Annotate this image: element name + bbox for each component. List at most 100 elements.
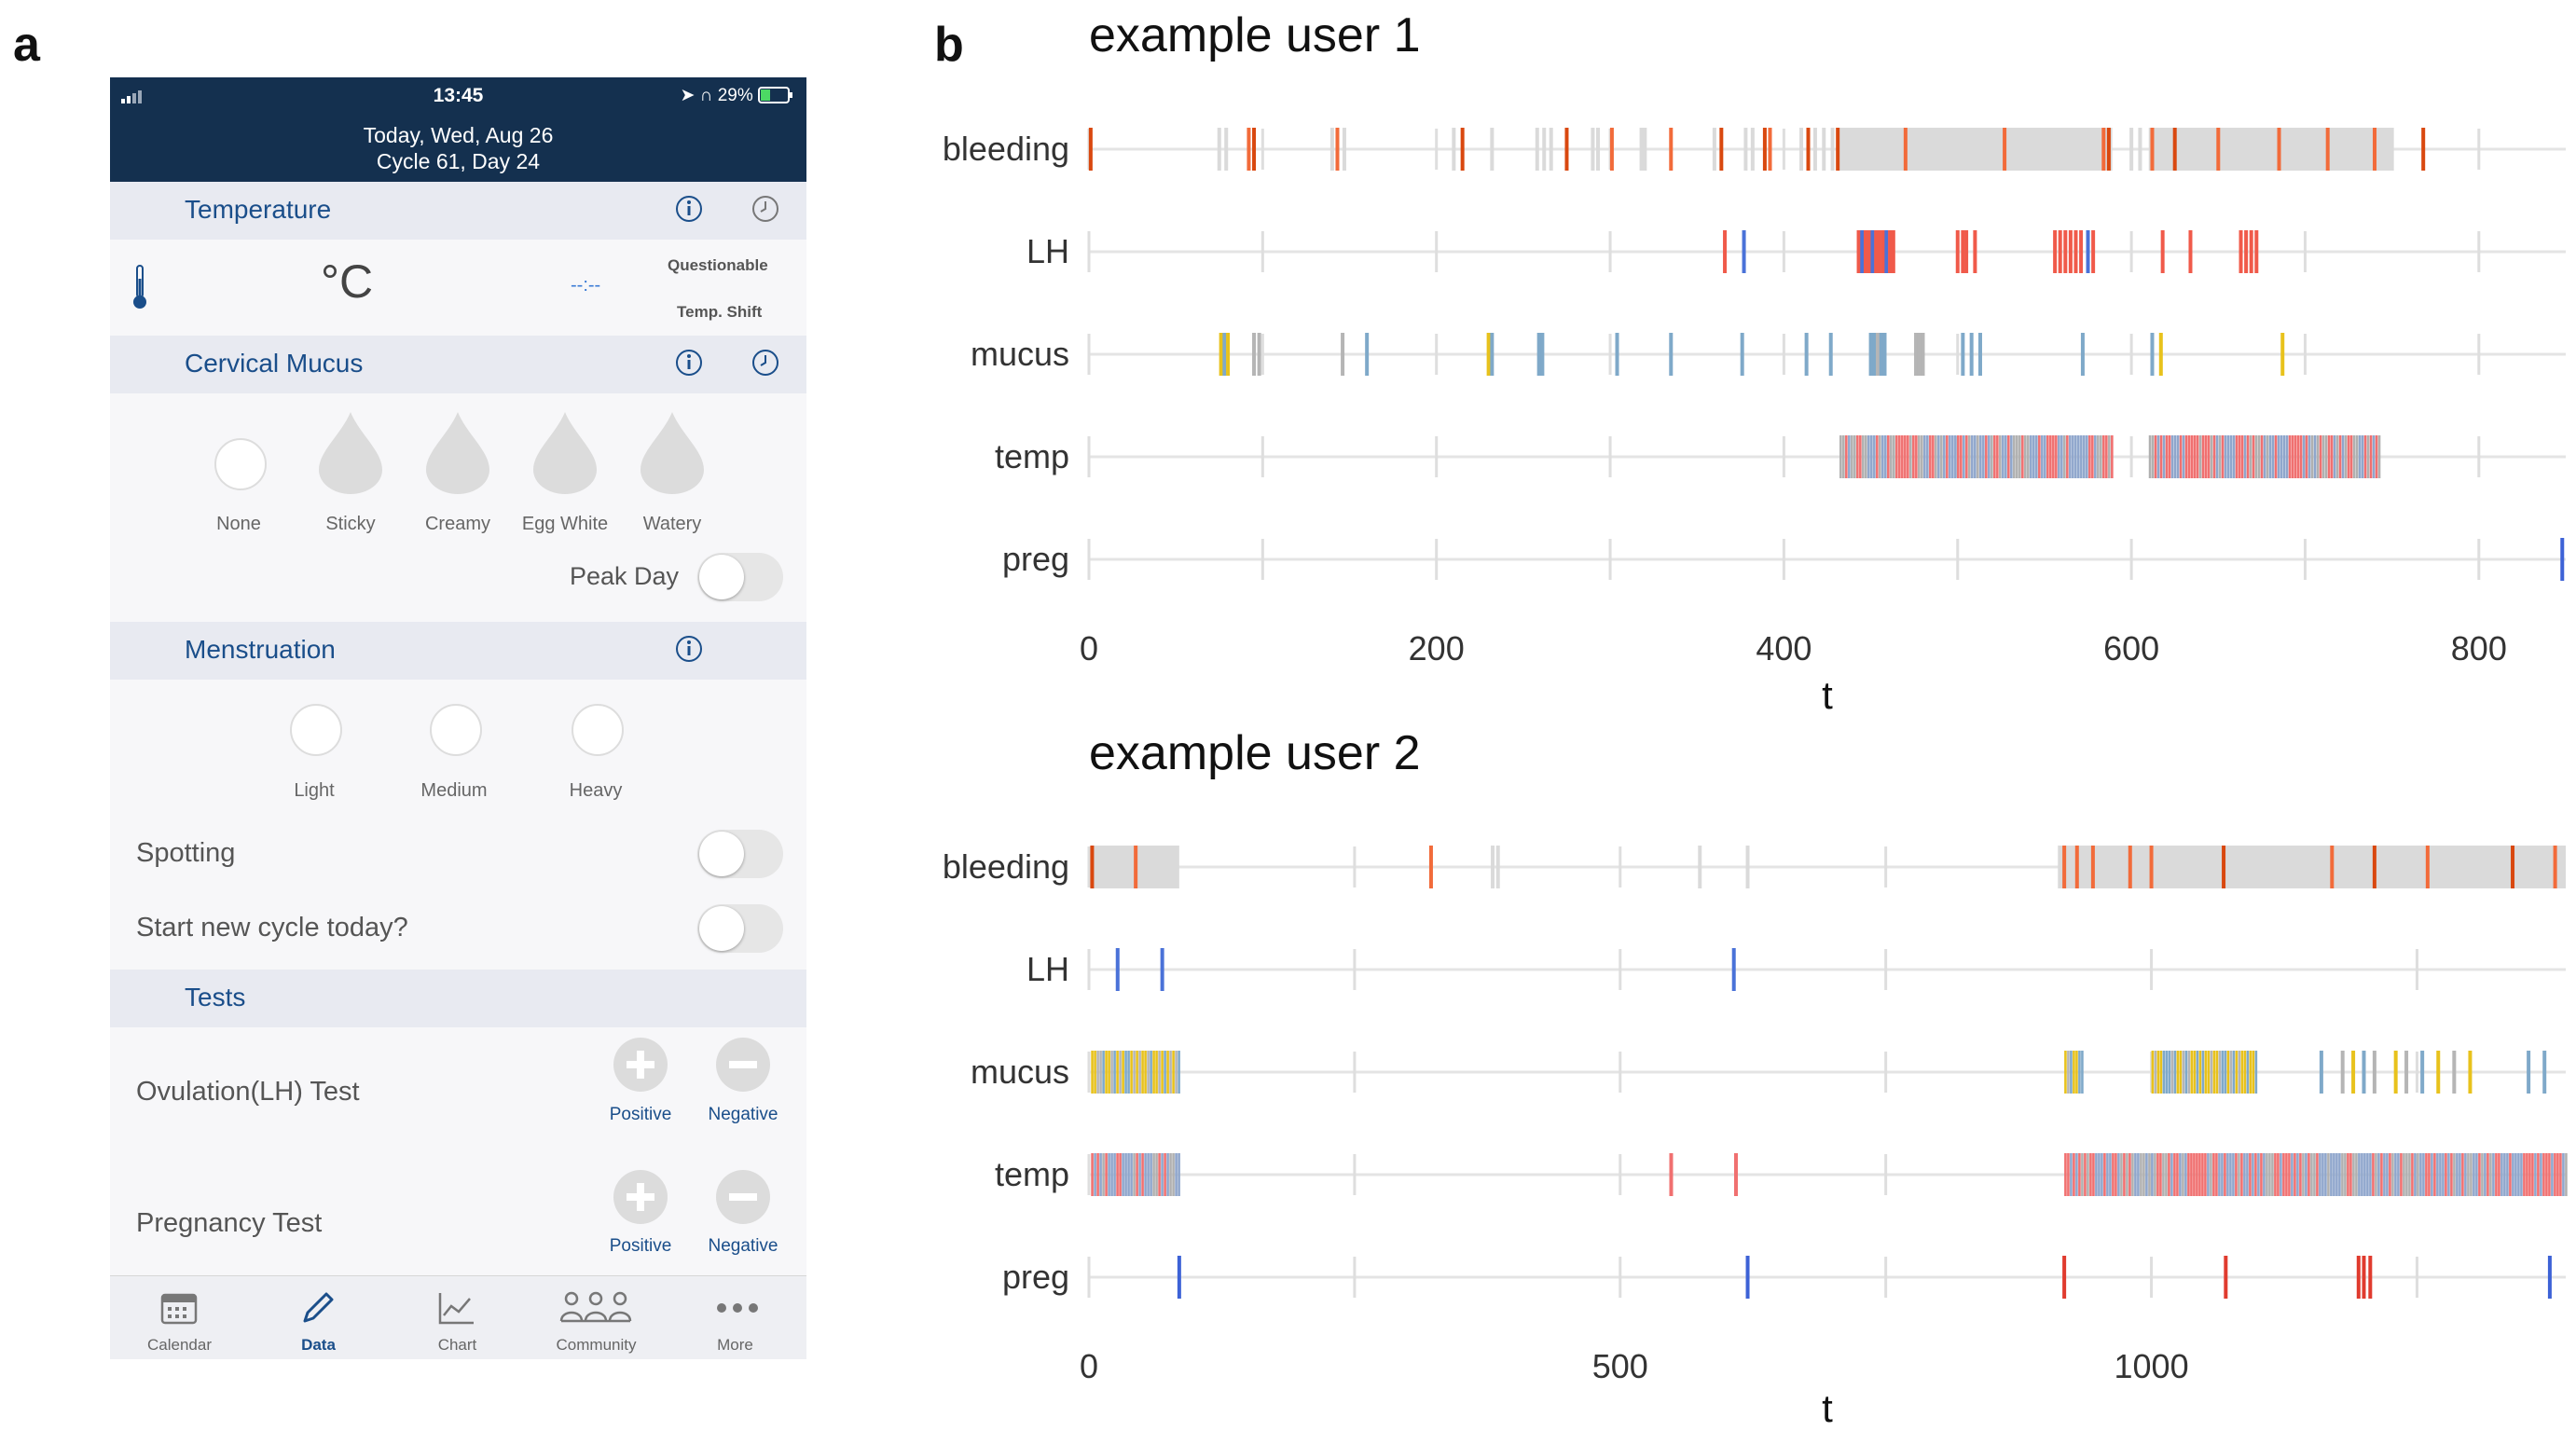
- event-mark: [2271, 435, 2275, 478]
- pencil-icon: [303, 1292, 334, 1323]
- event-mark: [2210, 1051, 2213, 1094]
- tab-bar: Calendar Data Chart Community: [110, 1275, 806, 1359]
- temperature-unit[interactable]: °C: [321, 255, 374, 308]
- status-time: 13:45: [433, 85, 484, 106]
- event-mark: [2140, 1153, 2142, 1196]
- tab-more[interactable]: More: [666, 1276, 805, 1359]
- event-mark: [2277, 128, 2281, 171]
- event-mark: [2176, 1051, 2180, 1094]
- event-mark: [1116, 1051, 1119, 1094]
- flow-option-medium: Medium: [420, 780, 488, 801]
- event-mark: [1150, 1051, 1152, 1094]
- event-mark: [1341, 333, 1345, 376]
- mucus-sticky-drop-icon[interactable]: [317, 410, 384, 496]
- event-mark: [2176, 1153, 2179, 1196]
- event-mark: [2097, 435, 2100, 478]
- event-mark: [2084, 1153, 2087, 1196]
- event-mark: [1495, 846, 1500, 888]
- ovulation-test-label: Ovulation(LH) Test: [136, 1077, 360, 1107]
- event-mark: [2489, 1153, 2492, 1196]
- event-mark: [2362, 1256, 2366, 1299]
- flow-light-circle[interactable]: [290, 704, 342, 756]
- tab-chart[interactable]: Chart: [388, 1276, 527, 1359]
- event-mark: [2445, 1153, 2447, 1196]
- event-mark: [2168, 435, 2171, 478]
- event-mark: [2252, 1051, 2255, 1094]
- event-mark: [2190, 1051, 2194, 1094]
- event-mark: [2204, 1153, 2207, 1196]
- mucus-watery-drop-icon[interactable]: [639, 410, 706, 496]
- event-mark: [1884, 230, 1889, 273]
- event-mark: [1926, 435, 1929, 478]
- pregnancy-negative-button[interactable]: [716, 1170, 770, 1224]
- info-icon[interactable]: [675, 195, 703, 223]
- event-mark: [2351, 1051, 2356, 1094]
- flow-heavy-circle[interactable]: [572, 704, 624, 756]
- info-icon[interactable]: [675, 635, 703, 663]
- event-mark: [2162, 1153, 2165, 1196]
- event-mark: [1144, 1153, 1147, 1196]
- event-mark: [2077, 435, 2080, 478]
- event-mark: [1365, 333, 1370, 376]
- ovulation-negative-button[interactable]: [716, 1038, 770, 1092]
- event-mark: [2083, 435, 2086, 478]
- event-mark: [1564, 128, 1569, 171]
- event-mark: [2126, 1153, 2128, 1196]
- temp-shift-label[interactable]: Temp. Shift: [677, 303, 763, 321]
- questionable-label[interactable]: Questionable: [668, 256, 768, 274]
- event-mark: [2389, 1153, 2391, 1196]
- ovulation-positive-label[interactable]: Positive: [609, 1105, 672, 1124]
- event-mark: [1917, 333, 1922, 376]
- event-mark: [1740, 333, 1744, 376]
- pregnancy-positive-button[interactable]: [613, 1170, 668, 1224]
- event-mark: [2115, 1153, 2117, 1196]
- event-mark: [2221, 435, 2225, 478]
- pregnancy-positive-label[interactable]: Positive: [609, 1236, 672, 1256]
- event-mark: [2394, 1153, 2397, 1196]
- flow-medium-circle[interactable]: [430, 704, 482, 756]
- tab-calendar[interactable]: Calendar: [110, 1276, 249, 1359]
- event-mark: [2294, 1153, 2296, 1196]
- event-mark: [2523, 1153, 2526, 1196]
- mucus-none-circle[interactable]: [214, 438, 267, 490]
- event-mark: [1923, 435, 1926, 478]
- ovulation-negative-label[interactable]: Negative: [708, 1105, 778, 1124]
- event-mark: [2362, 1051, 2366, 1094]
- event-mark: [1960, 435, 1963, 478]
- spotting-toggle[interactable]: [697, 830, 783, 878]
- event-mark: [2277, 435, 2280, 478]
- event-mark: [2380, 1153, 2383, 1196]
- event-mark: [1842, 435, 1845, 478]
- event-mark: [1490, 128, 1495, 171]
- event-mark: [2193, 1051, 2197, 1094]
- event-mark: [2470, 1153, 2473, 1196]
- event-mark: [1982, 435, 1985, 478]
- mucus-creamy-drop-icon[interactable]: [424, 410, 491, 496]
- peak-day-toggle[interactable]: [697, 553, 783, 601]
- event-mark: [2064, 1051, 2067, 1094]
- pregnancy-negative-label[interactable]: Negative: [708, 1236, 778, 1256]
- mucus-eggwhite-drop-icon[interactable]: [531, 410, 599, 496]
- event-mark: [1535, 128, 1539, 171]
- new-cycle-toggle[interactable]: [697, 904, 783, 953]
- event-row-bleeding: bleeding: [943, 846, 2566, 888]
- event-mark: [2145, 1153, 2148, 1196]
- clock-icon[interactable]: [751, 349, 779, 377]
- event-mark: [2540, 1153, 2542, 1196]
- event-mark: [2464, 1153, 2467, 1196]
- event-mark: [2106, 1153, 2109, 1196]
- time-placeholder[interactable]: --:--: [571, 275, 601, 296]
- event-mark: [1099, 1153, 1102, 1196]
- event-mark: [1169, 1153, 1172, 1196]
- event-mark: [1127, 1153, 1130, 1196]
- info-icon[interactable]: [675, 349, 703, 377]
- tab-data[interactable]: Data: [249, 1276, 388, 1359]
- event-mark: [1144, 1051, 1147, 1094]
- tab-community[interactable]: Community: [527, 1276, 666, 1359]
- ovulation-positive-button[interactable]: [613, 1038, 668, 1092]
- event-mark: [2338, 1153, 2341, 1196]
- clock-icon[interactable]: [751, 195, 779, 223]
- event-mark: [2062, 846, 2067, 888]
- event-mark: [2274, 1153, 2277, 1196]
- event-mark: [1742, 230, 1746, 273]
